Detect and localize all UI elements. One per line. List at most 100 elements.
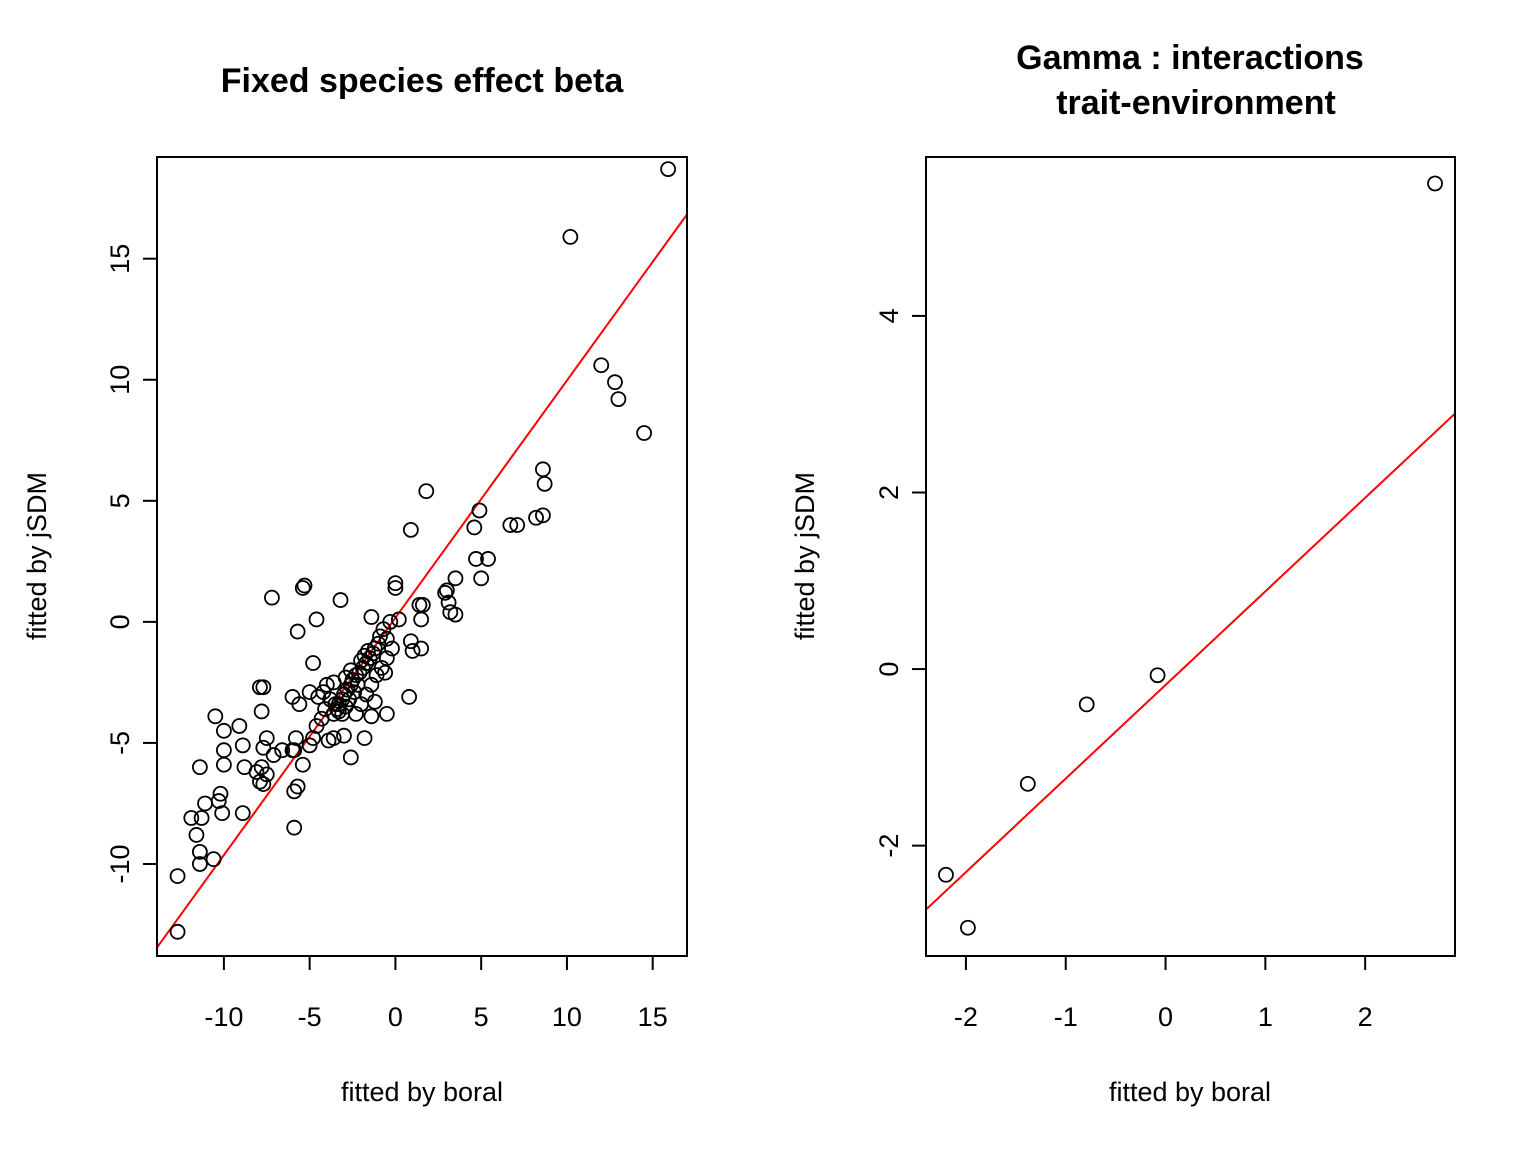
beta-point: [366, 693, 383, 710]
beta-point: [258, 730, 275, 746]
beta-point: [356, 730, 373, 746]
gamma-point: [938, 866, 954, 883]
beta-point: [378, 630, 395, 647]
beta-point: [509, 517, 526, 533]
beta-y-tick-label: 10: [105, 365, 135, 395]
beta-point: [636, 425, 653, 441]
beta-x-tick-label: 10: [552, 1002, 582, 1032]
beta-point: [274, 742, 291, 759]
beta-x-tick-label: 15: [638, 1002, 668, 1032]
beta-x-tick-label: 5: [474, 1002, 489, 1032]
beta-point: [402, 633, 419, 650]
beta-point: [169, 923, 186, 940]
beta-point: [413, 611, 430, 628]
beta-point: [593, 357, 610, 374]
beta-point: [215, 756, 232, 773]
beta-point: [610, 391, 627, 408]
beta-point: [296, 577, 313, 594]
beta-point: [191, 759, 208, 776]
gamma-ylabel: fitted by jSDM: [790, 472, 820, 640]
beta-point: [447, 606, 464, 623]
beta-point: [404, 643, 421, 659]
beta-point: [253, 703, 270, 720]
beta-point: [348, 705, 364, 722]
gamma-x-tick-label: 2: [1358, 1002, 1373, 1032]
beta-point: [384, 640, 400, 657]
beta-point: [468, 551, 484, 567]
gamma-y-tick-label: 2: [874, 485, 904, 500]
beta-point: [413, 640, 430, 657]
gamma-xlabel: fitted by boral: [1109, 1077, 1271, 1107]
beta-point: [212, 785, 229, 802]
beta-title: Fixed species effect beta: [221, 62, 625, 100]
gamma-title-line-2: trait-environment: [1056, 84, 1336, 122]
gamma-point: [1149, 667, 1166, 684]
beta-point: [188, 827, 205, 843]
beta-point: [308, 611, 325, 628]
beta-y-tick-label: -10: [105, 844, 135, 883]
beta-point: [339, 681, 356, 698]
beta-point: [466, 519, 483, 536]
beta-point: [325, 674, 342, 691]
beta-y-tick-label: 15: [105, 244, 135, 274]
gamma-marks: [926, 175, 1455, 936]
beta-point: [301, 684, 318, 700]
beta-point: [607, 374, 623, 391]
beta-point: [301, 737, 318, 754]
beta-point: [286, 783, 303, 800]
beta-ticks: -10 -5 0 5 10 15 -10 -5 0 5 10 15: [105, 244, 668, 1032]
beta-point: [375, 621, 392, 638]
beta-point: [440, 594, 457, 611]
beta-point: [265, 747, 282, 763]
beta-point: [332, 592, 349, 608]
beta-point: [535, 507, 551, 524]
gamma-y-tick-label: 0: [874, 662, 904, 677]
beta-point: [305, 655, 321, 671]
beta-xlabel: fitted by boral: [341, 1077, 503, 1107]
beta-point: [183, 810, 200, 826]
beta-point: [502, 517, 519, 533]
beta-fit-line: [157, 213, 687, 949]
beta-x-tick-label: 0: [388, 1002, 403, 1032]
beta-panel: Fixed species effect beta fitted by bora…: [22, 62, 688, 1107]
beta-point: [471, 502, 488, 519]
gamma-point: [1078, 696, 1095, 713]
beta-point: [193, 810, 210, 826]
beta-point: [377, 664, 394, 681]
beta-point: [234, 737, 251, 754]
beta-point: [438, 582, 455, 599]
beta-point: [536, 475, 553, 492]
beta-point: [360, 643, 376, 659]
beta-point: [284, 742, 301, 759]
gamma-ticks: -2 -1 0 1 2 -2 0 2 4: [874, 308, 1373, 1032]
gamma-point: [960, 919, 976, 936]
beta-point: [322, 691, 339, 708]
beta-point: [387, 580, 404, 596]
beta-point: [418, 483, 435, 500]
gamma-y-tick-label: -2: [874, 834, 904, 858]
beta-point: [169, 868, 186, 884]
beta-point: [255, 739, 272, 756]
beta-point: [411, 597, 428, 613]
beta-point: [401, 689, 418, 705]
gamma-title-line-1: Gamma : interactions: [1016, 39, 1364, 77]
beta-point: [289, 623, 306, 640]
beta-point: [207, 708, 224, 725]
beta-point: [205, 851, 222, 868]
gamma-point: [1427, 175, 1443, 192]
gamma-panel: Gamma : interactions trait-environment f…: [790, 39, 1456, 1107]
beta-point: [248, 764, 265, 780]
beta-y-tick-label: -5: [105, 731, 135, 755]
beta-point: [197, 795, 213, 812]
beta-point: [363, 609, 380, 625]
beta-marks: [157, 161, 687, 949]
gamma-point: [1019, 775, 1036, 792]
beta-point: [342, 749, 359, 766]
gamma-x-tick-label: 1: [1258, 1002, 1273, 1032]
beta-point: [318, 676, 335, 693]
beta-point: [294, 756, 311, 773]
beta-point: [437, 584, 454, 601]
beta-plot-frame: [156, 156, 688, 957]
beta-point: [562, 228, 579, 245]
